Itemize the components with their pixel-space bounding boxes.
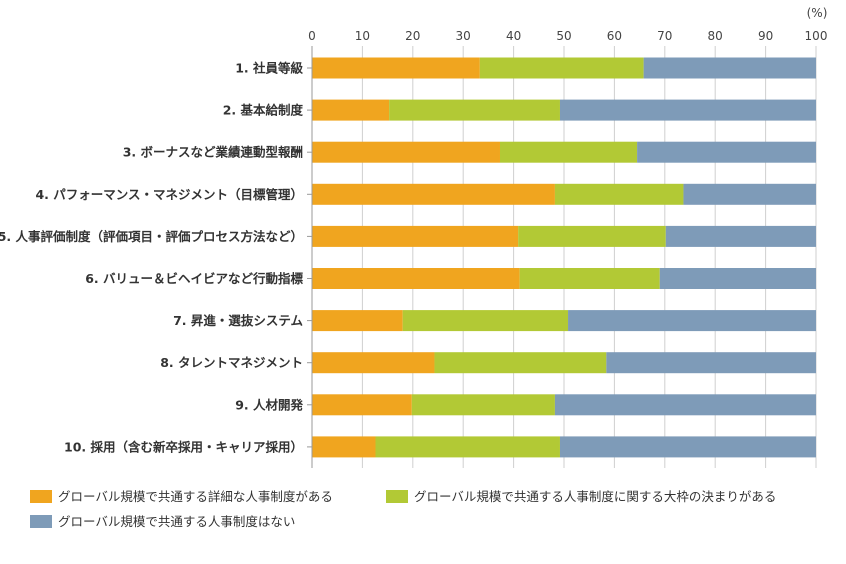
bar-segment-series-2 xyxy=(375,436,560,458)
bar-segment-series-2 xyxy=(518,225,666,247)
bar-segment-series-1 xyxy=(312,268,520,289)
bar-segment-series-3 xyxy=(683,183,816,205)
bar-segment-series-3 xyxy=(643,57,816,79)
bar-segment-series-3 xyxy=(637,141,816,163)
x-tick-label: 100 xyxy=(805,29,828,43)
bar-segment-series-2 xyxy=(479,57,644,79)
bar-segment-series-2 xyxy=(434,352,607,374)
legend-label: グローバル規模で共通する人事制度に関する大枠の決まりがある xyxy=(414,489,776,504)
x-tick-label: 10 xyxy=(355,29,370,43)
bar-segment-series-2 xyxy=(411,394,555,416)
bar-segment-series-1 xyxy=(312,310,403,332)
legend: グローバル規模で共通する詳細な人事制度がある グローバル規模で共通する人事制度に関… xyxy=(30,489,776,529)
bar-segment-series-2 xyxy=(389,99,560,121)
bar-segment-series-3 xyxy=(559,99,816,121)
x-tick-label: 90 xyxy=(758,29,773,43)
bar-segment-series-3 xyxy=(554,394,816,416)
category-label: 1. 社員等級 xyxy=(235,61,303,76)
x-tick-label: 30 xyxy=(456,29,471,43)
bar-segment-series-2 xyxy=(519,268,660,289)
category-label: 3. ボーナスなど業績連動型報酬 xyxy=(123,145,303,160)
bar-segment-series-3 xyxy=(568,310,816,332)
legend-swatch xyxy=(30,515,52,528)
category-label: 2. 基本給制度 xyxy=(223,103,304,118)
x-tick-label: 70 xyxy=(657,29,672,43)
bar-segment-series-2 xyxy=(402,310,569,332)
category-label: 4. パフォーマンス・マネジメント（目標管理） xyxy=(35,187,303,202)
x-tick-label: 40 xyxy=(506,29,521,43)
x-tick-label: 50 xyxy=(556,29,571,43)
axes: 0 10 20 30 40 50 60 70 80 90 100 1. 社員等級 2. 基本給制度 3. … xyxy=(0,29,827,468)
bar-segment-series-3 xyxy=(606,352,816,374)
category-label: 5. 人事評価制度（評価項目・評価プロセス方法など） xyxy=(0,229,303,244)
bar-segment-series-1 xyxy=(312,225,519,247)
bar-segment-series-1 xyxy=(312,352,435,374)
bar-segment-series-2 xyxy=(554,183,684,205)
bar-segment-series-1 xyxy=(312,436,376,458)
x-tick-label: 0 xyxy=(308,29,316,43)
category-label: 8. タレントマネジメント xyxy=(160,355,303,370)
bars xyxy=(312,57,816,458)
bar-segment-series-1 xyxy=(312,99,390,121)
category-label: 6. バリュー＆ビヘイビアなど行動指標 xyxy=(85,271,303,286)
bar-segment-series-1 xyxy=(312,394,412,416)
bar-segment-series-1 xyxy=(312,183,555,205)
bar-segment-series-1 xyxy=(312,141,500,163)
unit-label: (%) xyxy=(807,6,828,20)
bar-segment-series-3 xyxy=(659,268,816,289)
legend-swatch xyxy=(386,490,408,503)
x-tick-label: 20 xyxy=(405,29,420,43)
category-label: 10. 採用（含む新卒採用・キャリア採用） xyxy=(64,439,303,454)
bar-segment-series-3 xyxy=(559,436,816,458)
x-tick-label: 80 xyxy=(708,29,723,43)
legend-label: グローバル規模で共通する詳細な人事制度がある xyxy=(58,489,333,504)
bar-segment-series-1 xyxy=(312,57,480,79)
legend-swatch xyxy=(30,490,52,503)
bar-segment-series-2 xyxy=(499,141,638,163)
category-label: 9. 人材開発 xyxy=(235,397,303,412)
bar-segment-series-3 xyxy=(665,225,816,247)
x-tick-label: 60 xyxy=(607,29,622,43)
category-label: 7. 昇進・選抜システム xyxy=(173,313,303,328)
legend-label: グローバル規模で共通する人事制度はない xyxy=(58,514,295,529)
